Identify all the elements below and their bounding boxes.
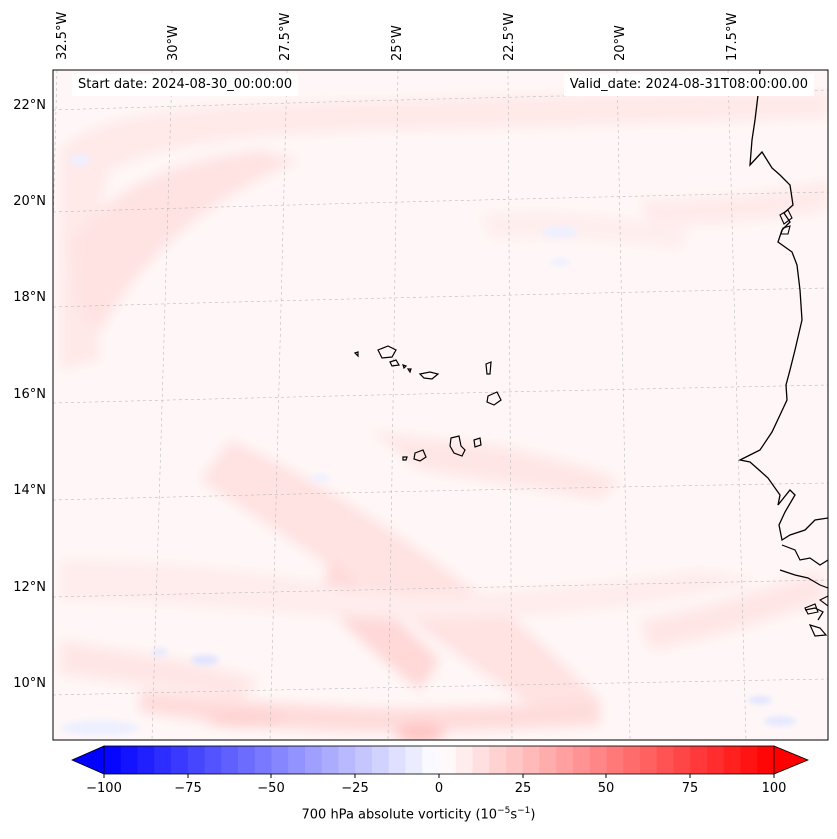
lat-label: 20°N bbox=[13, 194, 46, 209]
colorbar-step bbox=[673, 746, 691, 774]
lon-label: 30°W bbox=[166, 25, 181, 61]
colorbar-tick-label: −100 bbox=[86, 781, 122, 796]
colorbar-step bbox=[422, 746, 440, 774]
lat-label: 16°N bbox=[13, 387, 46, 402]
colorbar-step bbox=[388, 746, 406, 774]
lat-label: 22°N bbox=[13, 98, 46, 113]
lat-label: 14°N bbox=[13, 483, 46, 498]
colorbar-step bbox=[623, 746, 641, 774]
colorbar-step bbox=[305, 746, 323, 774]
colorbar-step bbox=[589, 746, 607, 774]
colorbar-step bbox=[472, 746, 490, 774]
colorbar-step bbox=[238, 746, 256, 774]
colorbar-title: 700 hPa absolute vorticity (10−5s−1) bbox=[0, 806, 837, 822]
lon-label: 17.5°W bbox=[725, 12, 740, 61]
colorbar-step bbox=[321, 746, 339, 774]
lat-label: 18°N bbox=[13, 290, 46, 305]
cape-verde-islands bbox=[353, 345, 502, 462]
gridlines bbox=[53, 70, 828, 740]
colorbar-step bbox=[221, 746, 239, 774]
map-area[interactable] bbox=[40, 70, 828, 743]
colorbar-step bbox=[288, 746, 306, 774]
colorbar-step bbox=[154, 746, 172, 774]
colorbar-step bbox=[690, 746, 708, 774]
africa-coastline bbox=[738, 70, 828, 542]
start-date-label: Start date: 2024-08-30_00:00:00 bbox=[72, 74, 299, 96]
colorbar-step bbox=[355, 746, 373, 774]
colorbar-tick-marks bbox=[103, 774, 775, 778]
colorbar-step bbox=[271, 746, 289, 774]
colorbar-step bbox=[120, 746, 138, 774]
colorbar-tick-label: 50 bbox=[597, 781, 615, 796]
colorbar-step bbox=[556, 746, 574, 774]
colorbar-step bbox=[506, 746, 524, 774]
colorbar-title-text: 700 hPa absolute vorticity (10 bbox=[301, 807, 498, 823]
colorbar-step bbox=[137, 746, 155, 774]
colorbar-tick-label: −50 bbox=[257, 781, 285, 796]
colorbar-title-exp2: −1 bbox=[517, 806, 531, 816]
colorbar-step bbox=[254, 746, 272, 774]
colorbar-steps bbox=[104, 746, 775, 774]
lat-label: 10°N bbox=[13, 676, 46, 691]
colorbar-step bbox=[606, 746, 624, 774]
colorbar-title-unit: s bbox=[510, 807, 518, 823]
colorbar-step bbox=[204, 746, 222, 774]
colorbar-step bbox=[707, 746, 725, 774]
colorbar-step bbox=[439, 746, 457, 774]
africa-coastline-south bbox=[779, 544, 828, 637]
colorbar-high-extend bbox=[773, 745, 810, 775]
lon-label: 22.5°W bbox=[502, 12, 517, 61]
colorbar-step bbox=[372, 746, 390, 774]
colorbar-tick-label: −75 bbox=[174, 781, 202, 796]
colorbar-step bbox=[539, 746, 557, 774]
colorbar-step bbox=[757, 746, 775, 774]
lon-label: 20°W bbox=[613, 25, 628, 61]
colorbar-step bbox=[740, 746, 758, 774]
colorbar-step bbox=[187, 746, 205, 774]
colorbar-step bbox=[338, 746, 356, 774]
colorbar-step bbox=[640, 746, 658, 774]
colorbar-step bbox=[104, 746, 122, 774]
colorbar-title-close: ) bbox=[530, 807, 536, 823]
negative-vorticity-patches bbox=[60, 154, 796, 736]
colorbar-title-exp: −5 bbox=[497, 806, 511, 816]
colorbar-tick-label: 25 bbox=[514, 781, 532, 796]
colorbar-step bbox=[522, 746, 540, 774]
colorbar-tick-label: 0 bbox=[434, 781, 444, 796]
colorbar-tick-label: −25 bbox=[341, 781, 369, 796]
colorbar-tick-label: 100 bbox=[761, 781, 787, 796]
lat-label: 12°N bbox=[13, 580, 46, 595]
colorbar-step bbox=[455, 746, 473, 774]
colorbar-step bbox=[405, 746, 423, 774]
colorbar-low-extend bbox=[71, 745, 105, 775]
colorbar-step bbox=[723, 746, 741, 774]
colorbar-step bbox=[573, 746, 591, 774]
colorbar-step bbox=[656, 746, 674, 774]
colorbar bbox=[71, 745, 810, 778]
valid-date-label: Valid_date: 2024-08-31T08:00:00.00 bbox=[563, 74, 814, 96]
colorbar-step bbox=[489, 746, 507, 774]
colorbar-step bbox=[171, 746, 189, 774]
colorbar-tick-label: 75 bbox=[681, 781, 699, 796]
lon-label: 25°W bbox=[390, 25, 405, 61]
coastal-islands bbox=[779, 209, 828, 615]
lon-label: 32.5°W bbox=[55, 11, 70, 60]
map-frame bbox=[52, 69, 829, 741]
lon-label: 27.5°W bbox=[278, 12, 293, 61]
